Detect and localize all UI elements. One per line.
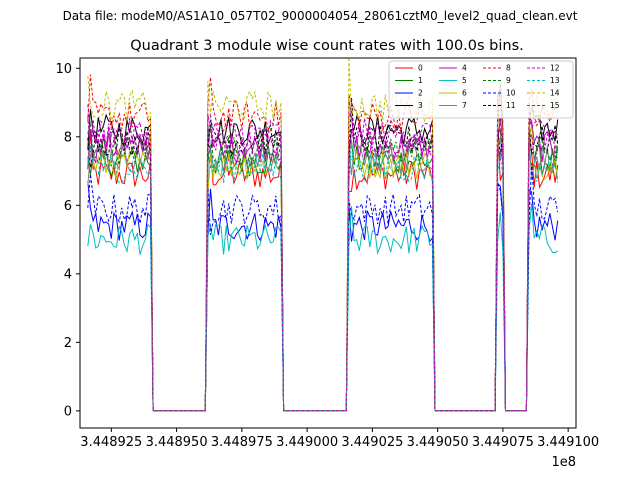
x-tick-label: 3.449075 (472, 435, 534, 450)
legend-label-2: 2 (418, 89, 423, 98)
legend-label-1: 1 (418, 76, 423, 85)
legend-label-8: 8 (506, 64, 511, 73)
series-3-line (87, 83, 559, 412)
legend-label-3: 3 (418, 101, 423, 110)
x-tick-label: 3.449100 (537, 435, 599, 450)
y-tick-label: 10 (55, 62, 72, 77)
legend-label-11: 11 (506, 101, 516, 110)
chart-suptitle: Data file: modeM0/AS1A10_057T02_90000040… (63, 9, 578, 23)
series-5-line (87, 203, 558, 412)
y-tick-label: 2 (64, 336, 72, 351)
legend-label-9: 9 (506, 76, 511, 85)
series-4-line (87, 111, 558, 412)
legend-box (388, 60, 574, 119)
y-tick-label: 0 (64, 404, 72, 419)
x-tick-label: 3.448975 (211, 435, 273, 450)
series-12-line (87, 95, 559, 412)
plot-frame (79, 57, 577, 429)
legend-label-12: 12 (550, 64, 560, 73)
legend-label-14: 14 (550, 89, 560, 98)
series-6-line (87, 124, 559, 412)
y-tick-label: 8 (64, 130, 72, 145)
legend-label-0: 0 (418, 64, 423, 73)
series-1-line (87, 129, 559, 412)
y-tick-label: 4 (64, 267, 72, 282)
series-11-line (87, 97, 559, 412)
y-axis: 0 2 4 6 8 10 (55, 62, 80, 419)
series-13-line (87, 139, 559, 412)
legend-label-7: 7 (462, 101, 467, 110)
x-offset-label: 1e8 (551, 455, 576, 470)
series-0-line (87, 127, 559, 412)
legend-label-10: 10 (506, 89, 516, 98)
chart-title: Quadrant 3 module wise count rates with … (130, 38, 524, 54)
series-8-line (87, 74, 559, 412)
x-tick-label: 3.448950 (146, 435, 208, 450)
x-tick-label: 3.449000 (276, 435, 338, 450)
y-tick-label: 6 (64, 199, 72, 214)
legend-label-4: 4 (462, 64, 467, 73)
x-tick-label: 3.449050 (407, 435, 469, 450)
series-15-line (87, 104, 559, 412)
series-2-line (87, 181, 559, 412)
series-9-line (87, 120, 559, 412)
legend-label-6: 6 (462, 89, 467, 98)
legend-label-15: 15 (550, 101, 560, 110)
legend-label-13: 13 (550, 76, 560, 85)
x-tick-label: 3.448925 (80, 435, 142, 450)
series-10-line (87, 163, 559, 412)
x-tick-label: 3.449025 (341, 435, 403, 450)
series-7-line (87, 124, 559, 412)
x-axis: 3.448925 3.448950 3.448975 3.449000 3.449025… (80, 428, 599, 450)
plot-lines (87, 57, 559, 412)
legend-label-5: 5 (462, 76, 467, 85)
